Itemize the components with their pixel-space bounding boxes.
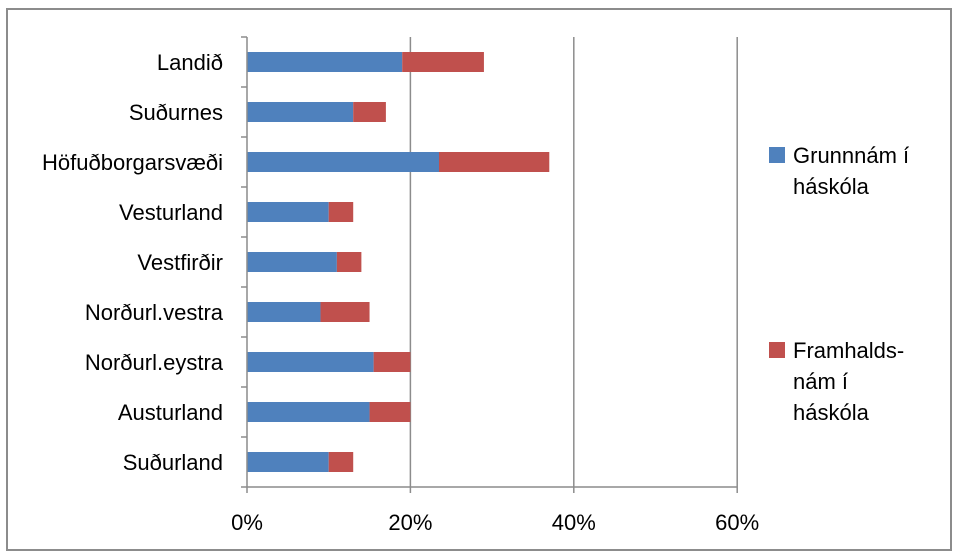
x-tick-label: 40% (552, 510, 596, 535)
bar-framhaldsnam-4 (336, 252, 362, 272)
bar-grunnnam-0 (247, 52, 403, 72)
x-tick-label: 20% (388, 510, 432, 535)
bar-grunnnam-8 (247, 452, 329, 472)
category-label: Austurland (118, 400, 223, 425)
bar-framhaldsnam-2 (438, 152, 550, 172)
bar-grunnnam-5 (247, 302, 321, 322)
bar-grunnnam-4 (247, 252, 337, 272)
bar-framhaldsnam-5 (320, 302, 370, 322)
category-label: Norðurl.vestra (85, 300, 224, 325)
bar-framhaldsnam-3 (328, 202, 354, 222)
legend-label: háskóla (793, 400, 870, 425)
bars (247, 52, 550, 472)
legend-swatch-framhaldsnam (769, 342, 785, 358)
bar-grunnnam-6 (247, 352, 374, 372)
category-label: Vestfirðir (137, 250, 223, 275)
category-labels: Landið Suðurnes Höfuðborgarsvæði Vesturland… (42, 50, 224, 475)
bar-grunnnam-7 (247, 402, 370, 422)
category-label: Suðurland (123, 450, 223, 475)
tick-labels: 0% 20% 40% 60% (231, 510, 759, 535)
chart-frame (6, 8, 952, 551)
bar-framhaldsnam-1 (353, 102, 386, 122)
bar-framhaldsnam-0 (402, 52, 484, 72)
category-label: Höfuðborgarsvæði (42, 150, 223, 175)
legend: Grunnnám í háskóla Framhalds-nám í háskóla (769, 143, 909, 425)
legend-label: Framhalds- (793, 338, 904, 363)
legend-label: háskóla (793, 174, 870, 199)
category-label: Norðurl.eystra (85, 350, 224, 375)
bar-grunnnam-2 (247, 152, 439, 172)
legend-label: Grunnnám í (793, 143, 909, 168)
axes (241, 36, 738, 493)
bar-grunnnam-1 (247, 102, 354, 122)
bar-framhaldsnam-7 (369, 402, 411, 422)
category-label: Landið (157, 50, 223, 75)
category-label: Vesturland (119, 200, 223, 225)
bar-framhaldsnam-8 (328, 452, 354, 472)
bar-framhaldsnam-6 (373, 352, 411, 372)
bar-grunnnam-3 (247, 202, 329, 222)
x-tick-label: 0% (231, 510, 263, 535)
legend-label: nám í (793, 369, 848, 394)
legend-swatch-grunnnam (769, 147, 785, 163)
category-label: Suðurnes (129, 100, 223, 125)
gridlines (409, 37, 738, 487)
x-tick-label: 60% (715, 510, 759, 535)
